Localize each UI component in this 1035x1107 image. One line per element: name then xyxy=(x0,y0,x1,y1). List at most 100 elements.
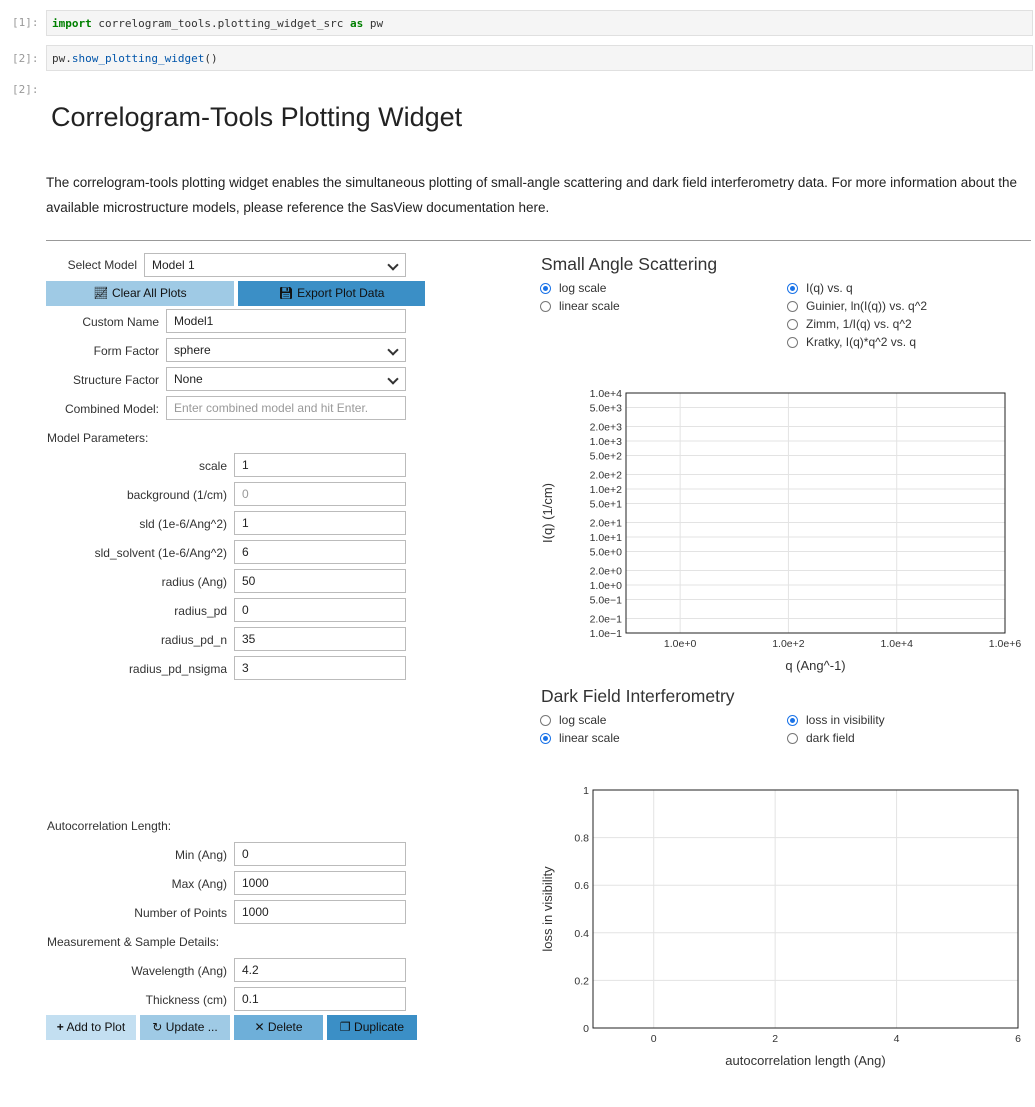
radio-circle xyxy=(787,300,798,312)
clear-all-plots-button[interactable]: 📈︎ Clear All Plots xyxy=(46,281,234,306)
radio-label: Guinier, ln(I(q)) vs. q^2 xyxy=(806,299,928,313)
radio-circle xyxy=(787,336,798,348)
select-model-label: Select Model xyxy=(67,258,137,272)
add-to-plot-button[interactable]: + Add to Plot xyxy=(46,1015,136,1040)
y-tick-label: 1.0e+3 xyxy=(590,436,623,448)
max-input[interactable]: 1000 xyxy=(234,871,406,895)
param-label-radius-pd-nsigma: radius_pd_nsigma xyxy=(128,662,227,676)
widget-description: The correlogram-tools plotting widget en… xyxy=(46,175,1018,215)
dfi-radio-dark-field[interactable]: dark field xyxy=(787,730,855,746)
select-model-dropdown[interactable]: Model 1 xyxy=(144,253,406,277)
radio-label: Zimm, 1/I(q) vs. q^2 xyxy=(806,317,912,331)
dfi-radio-log-scale[interactable]: log scale xyxy=(540,712,606,728)
radio-circle xyxy=(787,318,798,330)
radio-label: log scale xyxy=(559,713,607,727)
autocorrelation-heading: Autocorrelation Length: xyxy=(47,819,172,833)
module-name: correlogram_tools.plotting_widget_src xyxy=(91,17,351,30)
x-axis-label: autocorrelation length (Ang) xyxy=(725,1053,885,1068)
sas-chart[interactable]: 1.0e+4 5.0e+3 2.0e+3 1.0e+3 5.0e+2 2.0e+2 1.0e… xyxy=(530,380,1035,680)
combined-model-label: Combined Model: xyxy=(64,402,159,416)
min-label: Min (Ang) xyxy=(174,848,227,862)
y-axis-label: loss in visibility xyxy=(540,866,555,952)
input-prompt-1: [1]: xyxy=(12,16,39,29)
param-input-radius[interactable]: 50 xyxy=(234,569,406,593)
add-to-plot-label: Add to Plot xyxy=(66,1020,126,1034)
number-of-points-label: Number of Points xyxy=(134,906,227,920)
y-tick-label: 0.4 xyxy=(574,928,589,940)
delete-button[interactable]: ✕ Delete xyxy=(234,1015,323,1040)
sas-radio-zimm[interactable]: Zimm, 1/I(q) vs. q^2 xyxy=(787,316,912,332)
output-prompt-2: [2]: xyxy=(12,83,39,96)
param-input-radius-pd-nsigma[interactable]: 3 xyxy=(234,656,406,680)
y-tick-label: 5.0e+2 xyxy=(590,450,623,462)
radio-label: loss in visibility xyxy=(806,713,885,727)
y-tick-label: 0.2 xyxy=(574,975,589,987)
param-label-radius: radius (Ang) xyxy=(161,575,227,589)
code-cell-1[interactable]: import correlogram_tools.plotting_widget… xyxy=(46,10,1033,36)
min-input[interactable]: 0 xyxy=(234,842,406,866)
keyword-import: import xyxy=(52,17,92,30)
form-factor-label: Form Factor xyxy=(93,344,159,358)
wavelength-input[interactable]: 4.2 xyxy=(234,958,406,982)
y-tick-label: 2.0e+0 xyxy=(590,566,623,578)
param-label-radius-pd-n: radius_pd_n xyxy=(160,633,227,647)
radio-circle xyxy=(540,732,551,744)
y-axis-label: I(q) (1/cm) xyxy=(540,483,555,543)
form-factor-dropdown[interactable]: sphere xyxy=(166,338,406,362)
param-input-radius-pd-n[interactable]: 35 xyxy=(234,627,406,651)
update-button[interactable]: ↻ Update ... xyxy=(140,1015,230,1040)
plot-border xyxy=(625,392,1006,634)
export-plot-data-label: Export Plot Data xyxy=(297,286,385,300)
y-tick-label: 1.0e−1 xyxy=(590,628,623,640)
combined-model-input[interactable]: Enter combined model and hit Enter. xyxy=(166,396,406,420)
radio-label: dark field xyxy=(806,731,855,745)
save-icon: 💾︎ xyxy=(278,286,294,300)
x-tick-label: 4 xyxy=(894,1033,900,1045)
divider xyxy=(46,240,1031,241)
export-plot-data-button[interactable]: 💾︎ Export Plot Data xyxy=(238,281,425,306)
y-tick-label: 1.0e+2 xyxy=(590,484,623,496)
radio-label: I(q) vs. q xyxy=(806,281,853,295)
y-tick-label: 2.0e+1 xyxy=(590,518,623,530)
duplicate-label: Duplicate xyxy=(354,1020,405,1034)
param-input-sld[interactable]: 1 xyxy=(234,511,406,535)
sas-radio-log-scale[interactable]: log scale xyxy=(540,280,606,296)
x-tick-label: 1.0e+6 xyxy=(989,638,1022,650)
structure-factor-dropdown[interactable]: None xyxy=(166,367,406,391)
param-input-radius-pd[interactable]: 0 xyxy=(234,598,406,622)
thickness-input[interactable]: 0.1 xyxy=(234,987,406,1011)
sas-radio-guinier[interactable]: Guinier, ln(I(q)) vs. q^2 xyxy=(787,298,927,314)
sas-radio-iq-vs-q[interactable]: I(q) vs. q xyxy=(787,280,853,296)
x-tick-label: 0 xyxy=(651,1033,657,1045)
thickness-label: Thickness (cm) xyxy=(145,993,227,1007)
clear-all-plots-label: Clear All Plots xyxy=(111,286,187,300)
custom-name-input[interactable]: Model1 xyxy=(166,309,406,333)
param-label-radius-pd: radius_pd xyxy=(174,604,227,618)
x-axis-label: q (Ang^-1) xyxy=(785,658,845,673)
code-cell-2[interactable]: pw.show_plotting_widget() xyxy=(46,45,1033,71)
sas-radio-linear-scale[interactable]: linear scale xyxy=(540,298,620,314)
duplicate-button[interactable]: ❐ Duplicate xyxy=(327,1015,417,1040)
y-tick-label: 1.0e+0 xyxy=(590,580,623,592)
y-tick-label: 5.0e−1 xyxy=(590,594,623,606)
y-tick-label: 1.0e+1 xyxy=(590,532,623,544)
param-input-background[interactable]: 0 xyxy=(234,482,406,506)
input-prompt-2: [2]: xyxy=(12,52,39,65)
dfi-radio-loss-in-visibility[interactable]: loss in visibility xyxy=(787,712,885,728)
copy-icon: ❐ xyxy=(339,1020,351,1034)
y-tick-label: 1 xyxy=(583,785,589,797)
update-label: Update ... xyxy=(165,1020,218,1034)
radio-label: Kratky, I(q)*q^2 vs. q xyxy=(806,335,917,349)
dfi-radio-linear-scale[interactable]: linear scale xyxy=(540,730,620,746)
sas-radio-kratky[interactable]: Kratky, I(q)*q^2 vs. q xyxy=(787,334,916,350)
param-input-scale[interactable]: 1 xyxy=(234,453,406,477)
dfi-chart[interactable]: 0 0.2 0.4 0.6 0.8 1 0 2 4 6 autocorrelation length… xyxy=(530,775,1035,1085)
radio-label: linear scale xyxy=(559,731,620,745)
param-label-sld-solvent: sld_solvent (1e-6/Ang^2) xyxy=(94,546,227,560)
radio-circle xyxy=(787,282,798,294)
custom-name-label: Custom Name xyxy=(82,315,159,329)
alias-name: pw xyxy=(363,17,384,30)
number-of-points-input[interactable]: 1000 xyxy=(234,900,406,924)
structure-factor-label: Structure Factor xyxy=(72,373,159,387)
param-input-sld-solvent[interactable]: 6 xyxy=(234,540,406,564)
